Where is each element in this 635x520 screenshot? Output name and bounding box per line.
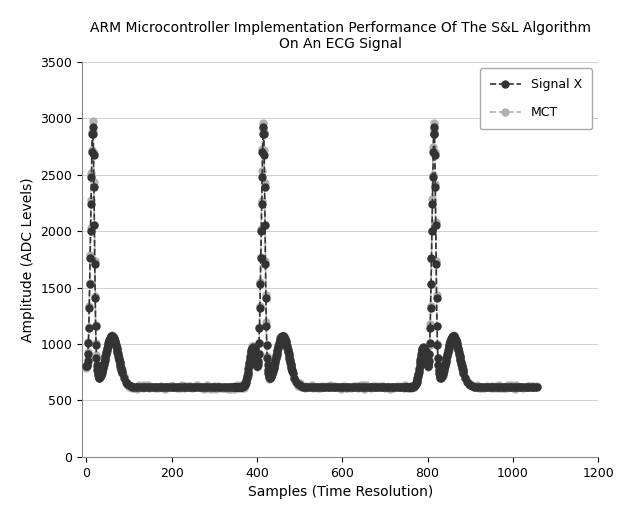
Signal X <box>164 384 172 390</box>
Signal X <box>415 366 423 372</box>
Line: MCT: MCT <box>83 118 540 393</box>
Y-axis label: Amplitude (ADC Levels): Amplitude (ADC Levels) <box>21 177 35 342</box>
Signal X <box>533 384 540 390</box>
Title: ARM Microcontroller Implementation Performance Of The S&L Algorithm
On An ECG Si: ARM Microcontroller Implementation Perfo… <box>90 21 591 51</box>
MCT <box>83 365 90 371</box>
X-axis label: Samples (Time Resolution): Samples (Time Resolution) <box>248 485 433 499</box>
Signal X <box>83 362 91 368</box>
Line: Signal X: Signal X <box>83 123 540 391</box>
MCT <box>415 365 423 371</box>
MCT <box>468 382 476 388</box>
MCT <box>133 386 141 393</box>
Signal X <box>468 383 476 389</box>
Signal X <box>83 362 90 369</box>
Legend: Signal X, MCT: Signal X, MCT <box>479 68 592 129</box>
MCT <box>438 370 446 376</box>
Signal X <box>438 372 446 379</box>
MCT <box>83 362 91 368</box>
MCT <box>533 383 540 389</box>
Signal X <box>89 124 97 130</box>
MCT <box>89 119 97 125</box>
Signal X <box>439 370 447 376</box>
Signal X <box>251 349 258 355</box>
MCT <box>251 349 258 355</box>
MCT <box>439 368 447 374</box>
